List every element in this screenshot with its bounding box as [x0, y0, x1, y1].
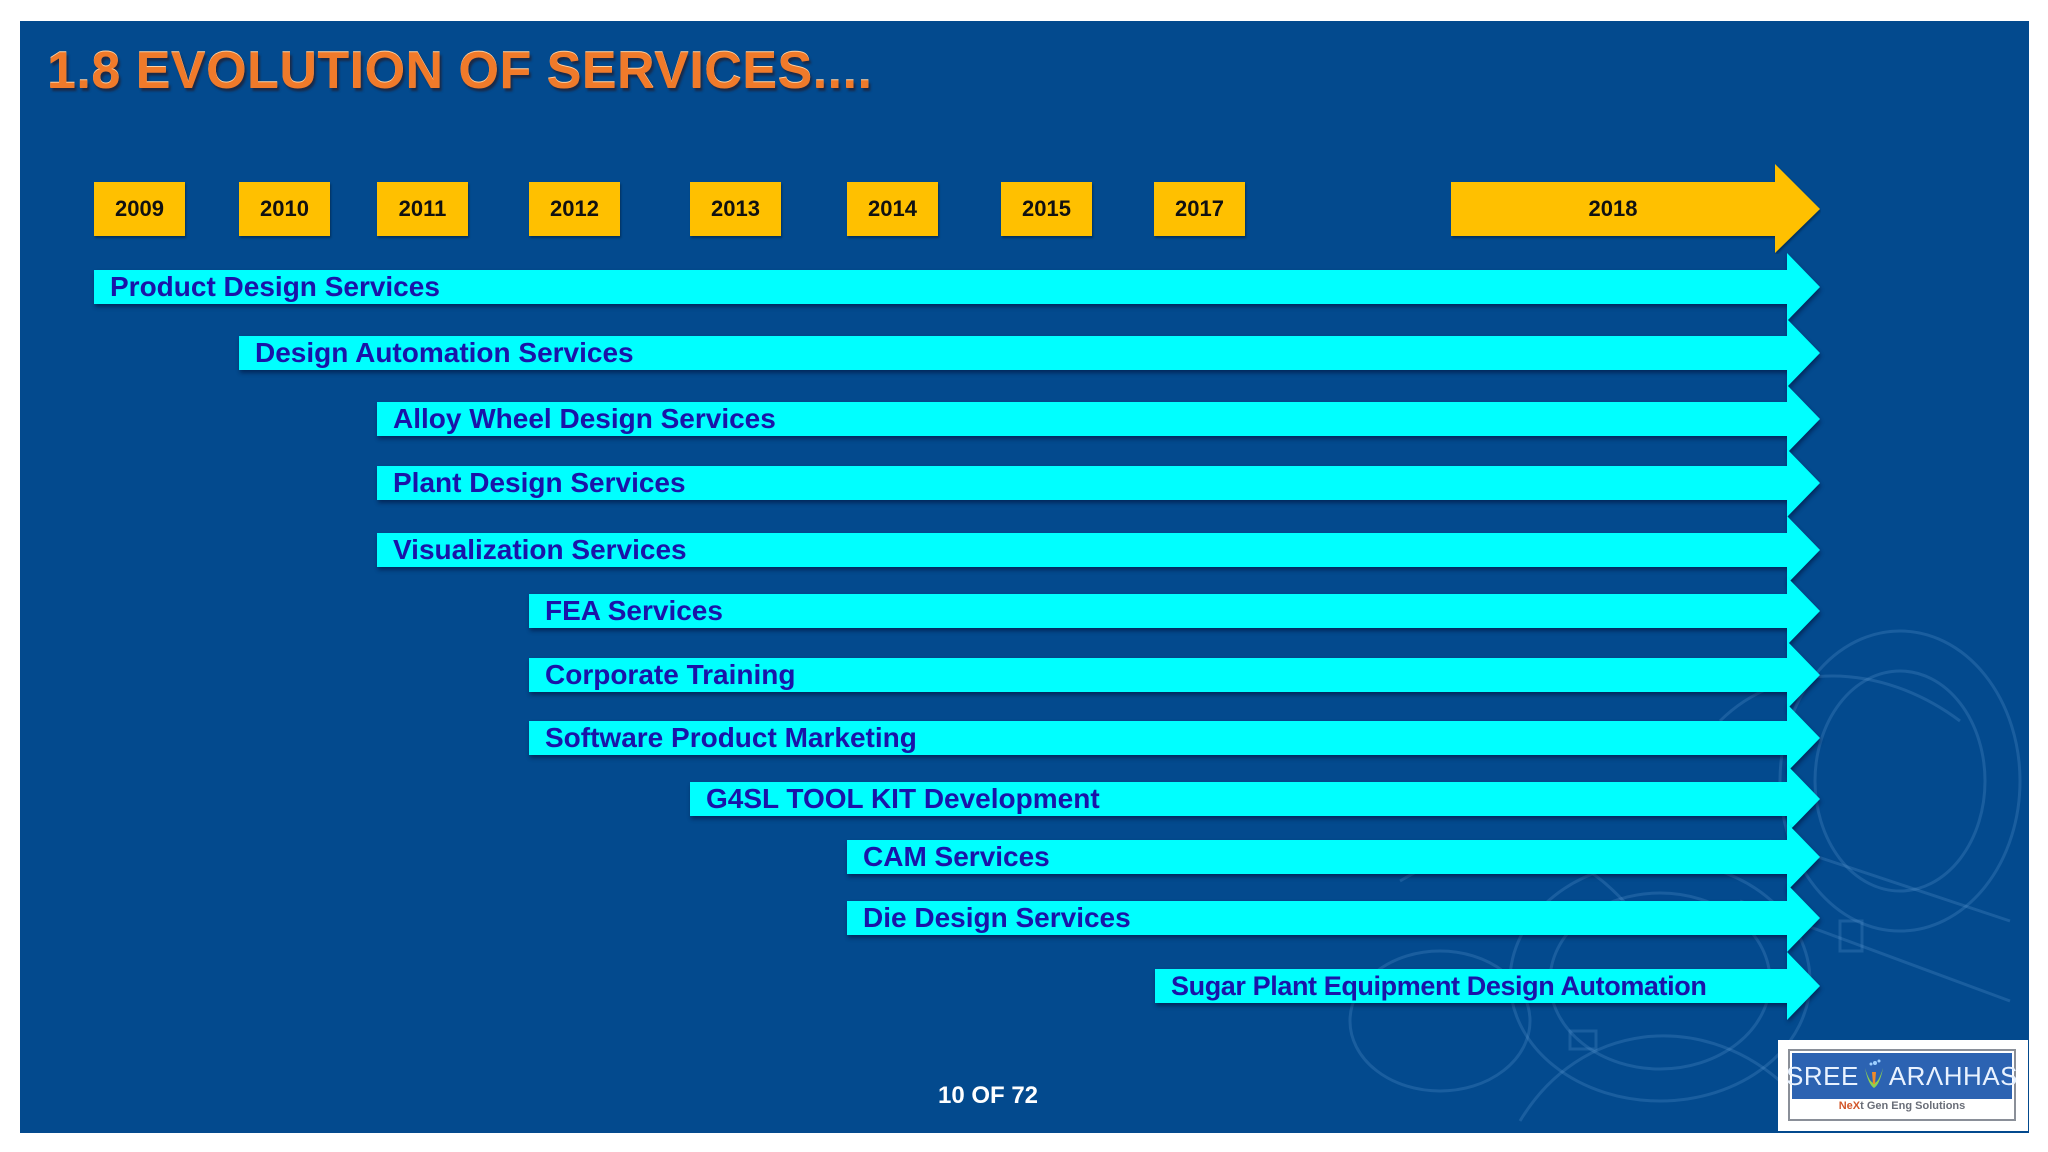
logo-tagline: NeXt Gen Eng Solutions: [1790, 1100, 2014, 1112]
service-row-die-design: Die Design Services: [847, 884, 1824, 952]
service-label: Alloy Wheel Design Services: [393, 403, 776, 434]
slide-title: 1.8 EVOLUTION OF SERVICES....: [47, 42, 873, 100]
service-label: Plant Design Services: [393, 467, 686, 498]
service-label: G4SL TOOL KIT Development: [706, 783, 1100, 814]
logo-band: SREE ARΛHHAS: [1786, 1053, 2018, 1099]
service-arrow: [377, 449, 1820, 517]
service-label: Corporate Training: [545, 659, 796, 690]
service-row-fea: FEA Services: [529, 577, 1824, 645]
service-label: Design Automation Services: [255, 337, 634, 368]
service-label: CAM Services: [863, 841, 1050, 872]
service-label: Visualization Services: [393, 534, 687, 565]
logo-tagline-accent: NeX: [1838, 1100, 1861, 1112]
service-row-software-product-marketing: Software Product Marketing: [529, 704, 1824, 772]
service-label: Sugar Plant Equipment Design Automation: [1171, 971, 1707, 1001]
logo-frame: SREE ARΛHHAS NeXt Gen Eng Solutions: [1786, 1049, 2018, 1121]
arrow-right-icon: [1451, 164, 1820, 253]
service-arrow: [847, 884, 1820, 952]
service-label: Software Product Marketing: [545, 722, 917, 753]
service-arrow: [529, 577, 1820, 645]
leaf-v-icon: [1863, 1058, 1885, 1094]
company-logo: SREE ARΛHHAS NeXt Gen Eng Solutions: [1778, 1040, 2028, 1131]
service-label: Product Design Services: [110, 271, 440, 302]
year-label: 2011: [398, 196, 447, 221]
year-box-2014: 2014: [847, 182, 938, 236]
logo-word-left: SREE: [1785, 1060, 1859, 1091]
service-arrow: [529, 704, 1820, 772]
year-box-2015: 2015: [1001, 182, 1092, 236]
service-arrow: [690, 765, 1820, 833]
service-row-cam: CAM Services: [847, 823, 1824, 891]
service-row-corporate-training: Corporate Training: [529, 641, 1824, 709]
service-row-g4sl-toolkit: G4SL TOOL KIT Development: [690, 765, 1824, 833]
service-label: Die Design Services: [863, 902, 1131, 933]
service-arrow: [239, 319, 1820, 387]
year-label: 2017: [1175, 196, 1224, 221]
service-arrow: [1155, 952, 1820, 1020]
service-arrow: [377, 385, 1820, 453]
logo-tagline-rest: t Gen Eng Solutions: [1860, 1100, 1966, 1112]
year-box-2010: 2010: [239, 182, 330, 236]
service-row-alloy-wheel: Alloy Wheel Design Services: [377, 385, 1824, 453]
service-arrow: [377, 516, 1820, 584]
year-label: 2012: [550, 196, 599, 221]
year-label: 2010: [260, 196, 309, 221]
year-label-2018: 2018: [1588, 196, 1638, 221]
service-row-plant-design: Plant Design Services: [377, 449, 1824, 517]
service-row-sugar-plant: Sugar Plant Equipment Design Automation: [1155, 952, 1824, 1020]
year-box-2011: 2011: [377, 182, 468, 236]
year-label: 2014: [868, 196, 917, 221]
year-box-2017: 2017: [1154, 182, 1245, 236]
year-label: 2013: [711, 196, 760, 221]
year-box-2009: 2009: [94, 182, 185, 236]
year-box-2013: 2013: [690, 182, 781, 236]
logo-word-right: ARΛHHAS: [1888, 1060, 2019, 1091]
service-row-product-design: Product Design Services: [94, 253, 1824, 321]
service-label: FEA Services: [545, 595, 723, 626]
service-row-visualization: Visualization Services: [377, 516, 1824, 584]
service-arrow: [94, 253, 1820, 321]
year-label: 2009: [115, 196, 164, 221]
service-arrow: [529, 641, 1820, 709]
service-row-design-automation: Design Automation Services: [239, 319, 1824, 387]
page-number: 10 OF 72: [937, 1082, 1039, 1109]
service-arrow: [847, 823, 1820, 891]
year-arrow-2018: 2018: [1451, 164, 1821, 254]
year-box-2012: 2012: [529, 182, 620, 236]
year-label: 2015: [1022, 196, 1071, 221]
slide: 1.8 EVOLUTION OF SERVICES.... 2009 2010 …: [20, 21, 2029, 1133]
